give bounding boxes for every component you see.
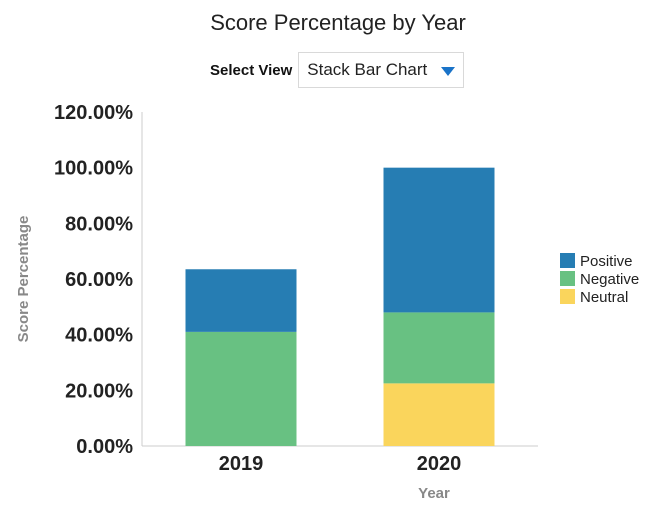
legend-label-positive: Positive <box>580 253 633 270</box>
legend-swatch-neutral <box>560 289 575 304</box>
bar-negative-2020 <box>383 312 495 384</box>
chevron-down-icon[interactable] <box>441 67 456 76</box>
view-select-dropdown[interactable]: Stack Bar Chart <box>298 52 465 88</box>
y-tick-label: 100.00% <box>54 158 133 180</box>
x-tick-label: 2019 <box>219 453 264 475</box>
y-tick-label: 60.00% <box>65 269 133 291</box>
legend-swatch-positive <box>560 253 575 268</box>
chart-title: Score Percentage by Year <box>210 10 466 35</box>
y-tick-label: 80.00% <box>65 213 133 235</box>
bar-positive-2020 <box>383 167 495 313</box>
y-tick-label: 0.00% <box>76 436 133 458</box>
bar-positive-2019 <box>185 269 297 332</box>
x-tick-label: 2020 <box>417 453 462 475</box>
legend-label-negative: Negative <box>580 271 639 288</box>
select-view-label: Select View <box>210 61 293 79</box>
x-axis-title: Year <box>418 485 450 502</box>
legend-label-neutral: Neutral <box>580 289 628 306</box>
y-axis-title: Score Percentage <box>15 216 32 343</box>
view-select-value: Stack Bar Chart <box>307 60 428 79</box>
legend-swatch-negative <box>560 271 575 286</box>
bar-negative-2019 <box>185 331 297 446</box>
view-selector-row: Select View Stack Bar Chart <box>210 52 465 88</box>
bar-neutral-2020 <box>383 383 495 446</box>
y-tick-label: 40.00% <box>65 325 133 347</box>
y-tick-label: 120.00% <box>54 102 133 124</box>
y-tick-label: 20.00% <box>65 380 133 402</box>
